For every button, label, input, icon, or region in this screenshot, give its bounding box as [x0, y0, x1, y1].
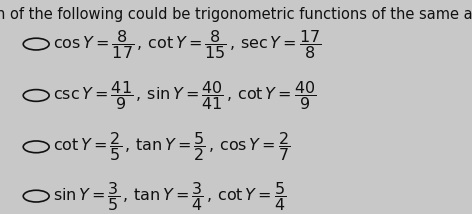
Text: $\mathrm{cot}\,Y = \dfrac{2}{5}\,,\,\mathrm{tan}\,Y = \dfrac{5}{2}\,,\,\mathrm{c: $\mathrm{cot}\,Y = \dfrac{2}{5}\,,\,\mat…	[53, 130, 291, 163]
Text: $\mathrm{cos}\,Y = \dfrac{8}{17}\,,\,\mathrm{cot}\,Y = \dfrac{8}{15}\,,\,\mathrm: $\mathrm{cos}\,Y = \dfrac{8}{17}\,,\,\ma…	[53, 28, 322, 61]
Text: $\mathrm{sin}\,Y = \dfrac{3}{5}\,,\,\mathrm{tan}\,Y = \dfrac{3}{4}\,,\,\mathrm{c: $\mathrm{sin}\,Y = \dfrac{3}{5}\,,\,\mat…	[53, 180, 287, 213]
Text: Which of the following could be trigonometric functions of the same angle?: Which of the following could be trigonom…	[0, 7, 472, 22]
Text: $\mathrm{csc}\,Y = \dfrac{41}{9}\,,\,\mathrm{sin}\,Y = \dfrac{40}{41}\,,\,\mathr: $\mathrm{csc}\,Y = \dfrac{41}{9}\,,\,\ma…	[53, 79, 317, 112]
